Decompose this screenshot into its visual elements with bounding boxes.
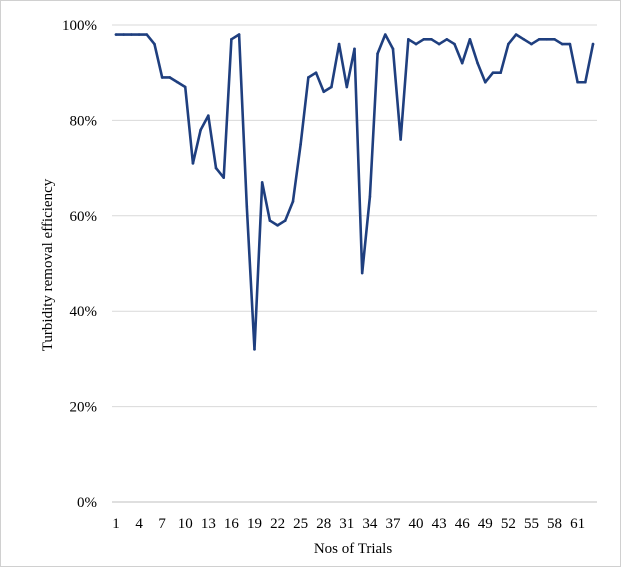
y-tick-label: 20% <box>70 400 98 416</box>
x-tick-label: 52 <box>501 516 516 532</box>
data-point <box>345 85 349 89</box>
data-point <box>337 42 341 46</box>
x-tick-label: 46 <box>455 516 471 532</box>
x-tick-label: 7 <box>158 516 166 532</box>
gridlines <box>112 24 597 503</box>
data-point <box>453 42 456 46</box>
data-point <box>191 162 195 165</box>
data-point <box>314 71 318 74</box>
data-point <box>568 42 572 46</box>
data-point <box>576 80 579 84</box>
data-point <box>522 38 526 41</box>
data-point <box>168 76 172 79</box>
data-point <box>360 271 364 275</box>
y-tick-label: 100% <box>62 18 97 34</box>
data-point <box>268 219 272 222</box>
data-point <box>283 219 287 222</box>
x-tick-label: 31 <box>339 516 354 532</box>
x-tick-label: 4 <box>135 516 143 532</box>
data-point <box>537 38 541 41</box>
data-point <box>199 128 202 132</box>
data-point <box>183 85 187 89</box>
data-point <box>391 47 395 51</box>
x-tick-label: 25 <box>293 516 308 532</box>
data-point <box>122 33 125 36</box>
data-point <box>130 33 133 36</box>
x-tick-label: 10 <box>178 516 193 532</box>
x-tick-label: 16 <box>224 516 240 532</box>
data-point <box>145 33 149 36</box>
y-tick-label: 60% <box>70 209 98 225</box>
x-tick-label: 61 <box>570 516 585 532</box>
data-point <box>353 47 356 51</box>
data-point <box>530 42 533 46</box>
series-layer <box>114 33 595 351</box>
data-point <box>307 76 310 79</box>
y-axis-tick-labels: 0% 20% 40% 60% 80% 100% <box>62 18 97 511</box>
data-point <box>160 76 164 79</box>
data-point <box>560 42 564 46</box>
data-point <box>491 71 495 74</box>
y-axis-title: Turbidity removal efficiency <box>40 178 56 351</box>
data-point <box>376 52 379 55</box>
data-point <box>222 176 226 179</box>
data-point <box>330 85 333 89</box>
data-point <box>407 38 410 41</box>
data-point <box>214 166 218 170</box>
x-tick-label: 49 <box>478 516 493 532</box>
data-point <box>153 42 156 46</box>
x-tick-label: 37 <box>385 516 401 532</box>
data-point <box>437 42 441 46</box>
x-tick-label: 19 <box>247 516 262 532</box>
data-point <box>245 204 249 208</box>
data-point <box>253 348 256 351</box>
data-point <box>422 38 426 41</box>
data-point <box>460 61 464 65</box>
x-axis-tick-labels: 1 4 7 10 13 16 19 22 25 28 31 34 37 40 43 46 49 52 55 58 61 <box>112 516 585 532</box>
data-point <box>260 181 264 184</box>
data-point <box>291 200 295 203</box>
data-point <box>445 38 449 41</box>
data-point <box>399 138 402 141</box>
x-tick-label: 34 <box>362 516 378 532</box>
data-point <box>483 80 487 84</box>
series-line <box>114 33 595 351</box>
data-point <box>514 33 518 36</box>
data-point <box>207 114 210 117</box>
y-tick-label: 0% <box>77 495 97 511</box>
x-tick-label: 55 <box>524 516 539 532</box>
x-tick-label: 28 <box>316 516 331 532</box>
x-axis-title: Nos of Trials <box>314 541 393 557</box>
data-point <box>276 224 279 227</box>
data-point <box>114 33 118 36</box>
data-point <box>368 195 372 199</box>
data-point <box>507 42 510 46</box>
data-point <box>499 71 502 74</box>
data-point <box>553 38 556 41</box>
data-point <box>322 90 326 94</box>
data-point <box>230 38 233 41</box>
data-point <box>430 38 433 41</box>
x-tick-label: 13 <box>201 516 216 532</box>
x-tick-label: 43 <box>432 516 447 532</box>
data-point <box>237 33 241 36</box>
data-point <box>584 80 587 84</box>
x-tick-label: 1 <box>112 516 120 532</box>
data-point <box>414 42 418 46</box>
data-point <box>476 61 479 65</box>
data-point <box>545 38 549 41</box>
x-tick-label: 58 <box>547 516 562 532</box>
data-point <box>176 80 179 84</box>
x-tick-label: 40 <box>409 516 424 532</box>
data-point <box>383 33 387 36</box>
data-point <box>468 38 472 41</box>
y-tick-label: 80% <box>70 113 98 129</box>
data-point <box>591 42 595 46</box>
y-tick-label: 40% <box>70 304 98 320</box>
data-point <box>137 33 141 36</box>
data-point <box>299 142 302 146</box>
x-tick-label: 22 <box>270 516 285 532</box>
